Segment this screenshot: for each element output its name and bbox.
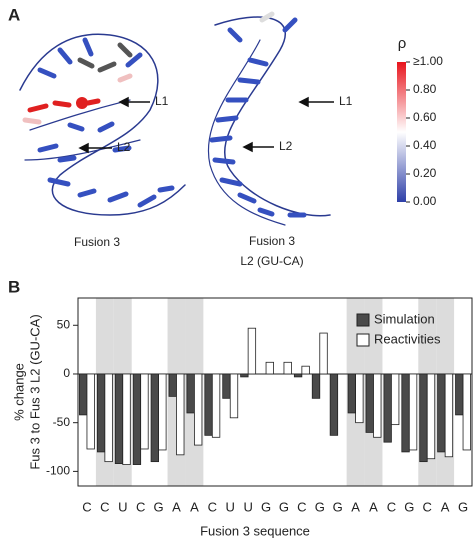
legend-label: Reactivities — [374, 331, 441, 346]
bar — [186, 373, 195, 414]
y-axis-label: % change — [11, 363, 26, 421]
x-tick-label: C — [297, 499, 306, 514]
bar — [365, 373, 374, 433]
bar — [355, 373, 364, 424]
bar — [158, 373, 167, 451]
x-tick-label: G — [458, 499, 468, 514]
x-tick-label: C — [387, 499, 396, 514]
x-tick-label: G — [279, 499, 289, 514]
arrow-label: L1 — [339, 94, 353, 108]
legend-swatch — [356, 313, 370, 327]
colorbar-tick-label: ≥1.00 — [413, 54, 443, 68]
x-tick-label: G — [315, 499, 325, 514]
bar — [383, 373, 392, 443]
caption: L2 (GU-CA) — [240, 254, 303, 268]
arrow-label: L2 — [279, 139, 293, 153]
bar — [86, 373, 95, 450]
bar — [426, 373, 436, 460]
bar — [229, 373, 239, 419]
colorbar — [397, 62, 406, 202]
arrow-label: L1 — [155, 94, 169, 108]
colorbar-tick-label: 0.40 — [413, 138, 437, 152]
x-tick-label: A — [172, 499, 181, 514]
structure-right — [207, 11, 331, 226]
bar — [455, 373, 464, 416]
x-tick-label: C — [423, 499, 432, 514]
x-tick-label: C — [82, 499, 91, 514]
bar — [132, 373, 142, 465]
bar — [437, 373, 446, 453]
bar — [140, 373, 149, 450]
legend-swatch — [356, 333, 370, 347]
x-tick-label: G — [154, 499, 164, 514]
bar — [301, 365, 310, 375]
y-tick-label: -50 — [53, 415, 71, 429]
bar — [168, 373, 177, 397]
y-tick-label: 0 — [63, 366, 70, 380]
y-tick-label: -100 — [46, 464, 70, 478]
bar — [79, 373, 88, 416]
caption: Fusion 3 — [249, 234, 295, 248]
bar — [240, 373, 249, 378]
x-tick-label: U — [243, 499, 252, 514]
bar — [311, 373, 321, 399]
arrows — [78, 96, 334, 154]
bar — [347, 373, 356, 414]
colorbar-tick-label: 0.60 — [413, 110, 437, 124]
bar — [222, 373, 231, 399]
x-tick-label: U — [118, 499, 127, 514]
bar — [96, 373, 106, 453]
x-axis-label: Fusion 3 sequence — [200, 523, 310, 538]
y-axis-label: Fus 3 to Fus 3 L2 (GU-CA) — [27, 314, 42, 469]
bar — [150, 373, 159, 463]
x-tick-label: A — [369, 499, 378, 514]
x-tick-label: A — [351, 499, 360, 514]
legend-label: Simulation — [374, 311, 435, 326]
x-tick-label: C — [136, 499, 145, 514]
bar — [444, 373, 454, 458]
bar — [265, 361, 274, 375]
bar — [319, 332, 328, 375]
plot-frame — [77, 297, 473, 487]
structure-left — [19, 33, 186, 216]
bar — [194, 373, 203, 446]
x-tick-label: A — [190, 499, 199, 514]
bar — [329, 373, 339, 436]
bar — [401, 373, 410, 453]
bar — [211, 373, 221, 438]
bar — [122, 373, 131, 465]
y-tick-label: 50 — [57, 317, 71, 331]
bar — [293, 373, 303, 378]
bar — [247, 327, 257, 375]
panel-label: B — [8, 277, 20, 296]
x-tick-label: C — [100, 499, 109, 514]
x-tick-label: C — [208, 499, 217, 514]
bar — [373, 373, 382, 438]
panel-label: A — [8, 5, 20, 24]
x-tick-label: G — [333, 499, 343, 514]
bar — [408, 373, 418, 451]
x-tick-label: A — [441, 499, 450, 514]
colorbar-title: ρ — [398, 35, 407, 52]
x-tick-label: G — [404, 499, 414, 514]
colorbar-tick-label: 0.20 — [413, 166, 437, 180]
x-tick-label: U — [226, 499, 235, 514]
bar — [114, 373, 124, 464]
bar — [419, 373, 428, 463]
bar — [462, 373, 471, 451]
bar — [176, 373, 185, 456]
bar — [204, 373, 213, 436]
arrow-label: L2 — [117, 140, 131, 154]
bar — [283, 361, 292, 375]
colorbar-tick-label: 0.00 — [413, 194, 437, 208]
bar — [104, 373, 113, 463]
caption: Fusion 3 — [74, 235, 120, 249]
x-tick-label: G — [261, 499, 271, 514]
bar — [391, 373, 400, 426]
colorbar-tick-label: 0.80 — [413, 82, 437, 96]
